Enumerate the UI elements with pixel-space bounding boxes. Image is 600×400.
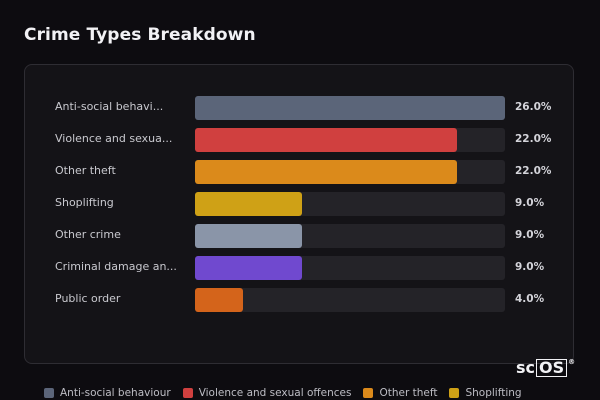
bar <box>195 224 302 248</box>
legend-swatch <box>449 388 460 398</box>
legend-item: Other theft <box>363 386 437 400</box>
bar-label: Criminal damage an... <box>55 260 177 273</box>
logo-text-plain: sc <box>516 358 536 377</box>
bar-row: Anti-social behavi... 26.0% <box>25 96 575 120</box>
legend-label: Violence and sexual offences <box>198 387 352 399</box>
bar <box>195 256 302 280</box>
bar-value-label: 26.0% <box>515 101 552 113</box>
bar <box>195 128 457 152</box>
bar-value-label: 9.0% <box>515 261 545 273</box>
bar-value-label: 4.0% <box>515 293 545 305</box>
bar-label: Other theft <box>55 164 116 177</box>
bar-value-label: 22.0% <box>515 165 552 177</box>
bar-track <box>195 256 505 280</box>
bar <box>195 288 243 312</box>
legend-item: Violence and sexual offences <box>182 386 352 400</box>
legend-label: Other theft <box>379 387 438 399</box>
bar-track <box>195 160 505 184</box>
bar-row: Public order 4.0% <box>25 288 575 312</box>
bar-label: Public order <box>55 292 121 305</box>
legend-item: Anti-social behaviour <box>44 386 171 400</box>
legend-item: Shoplifting <box>449 386 522 400</box>
bar-row: Violence and sexua... 22.0% <box>25 128 575 152</box>
bar-label: Shoplifting <box>55 196 114 209</box>
bar-track <box>195 96 505 120</box>
logo-text-boxed: OS <box>536 358 568 377</box>
bar <box>195 160 457 184</box>
bar-row: Other crime 9.0% <box>25 224 575 248</box>
logo-registered-mark: ® <box>568 358 576 366</box>
bar-label: Other crime <box>55 228 121 241</box>
chart-card: Anti-social behavi... 26.0% Violence and s… <box>24 64 574 364</box>
bar <box>195 96 505 120</box>
bar-label: Violence and sexua... <box>55 132 173 145</box>
bar-row: Criminal damage an... 9.0% <box>25 256 575 280</box>
brand-logo: sc OS ® <box>516 358 575 377</box>
legend-label: Shoplifting <box>465 387 522 399</box>
legend-swatch <box>182 388 193 398</box>
bar-track <box>195 192 505 216</box>
bar-value-label: 22.0% <box>515 133 552 145</box>
page-title: Crime Types Breakdown <box>24 25 256 45</box>
bar-row: Shoplifting 9.0% <box>25 192 575 216</box>
bar-label: Anti-social behavi... <box>55 100 164 113</box>
bar-track <box>195 288 505 312</box>
bar-track <box>195 224 505 248</box>
legend-swatch <box>44 388 54 398</box>
chart-legend: Anti-social behaviour Violence and sexual… <box>44 386 522 400</box>
bar-row: Other theft 22.0% <box>25 160 575 184</box>
bar <box>195 192 302 216</box>
bar-value-label: 9.0% <box>515 197 545 209</box>
bar-track <box>195 128 505 152</box>
bar-value-label: 9.0% <box>515 229 545 241</box>
legend-swatch <box>363 388 374 398</box>
legend-label: Anti-social behaviour <box>60 387 171 399</box>
